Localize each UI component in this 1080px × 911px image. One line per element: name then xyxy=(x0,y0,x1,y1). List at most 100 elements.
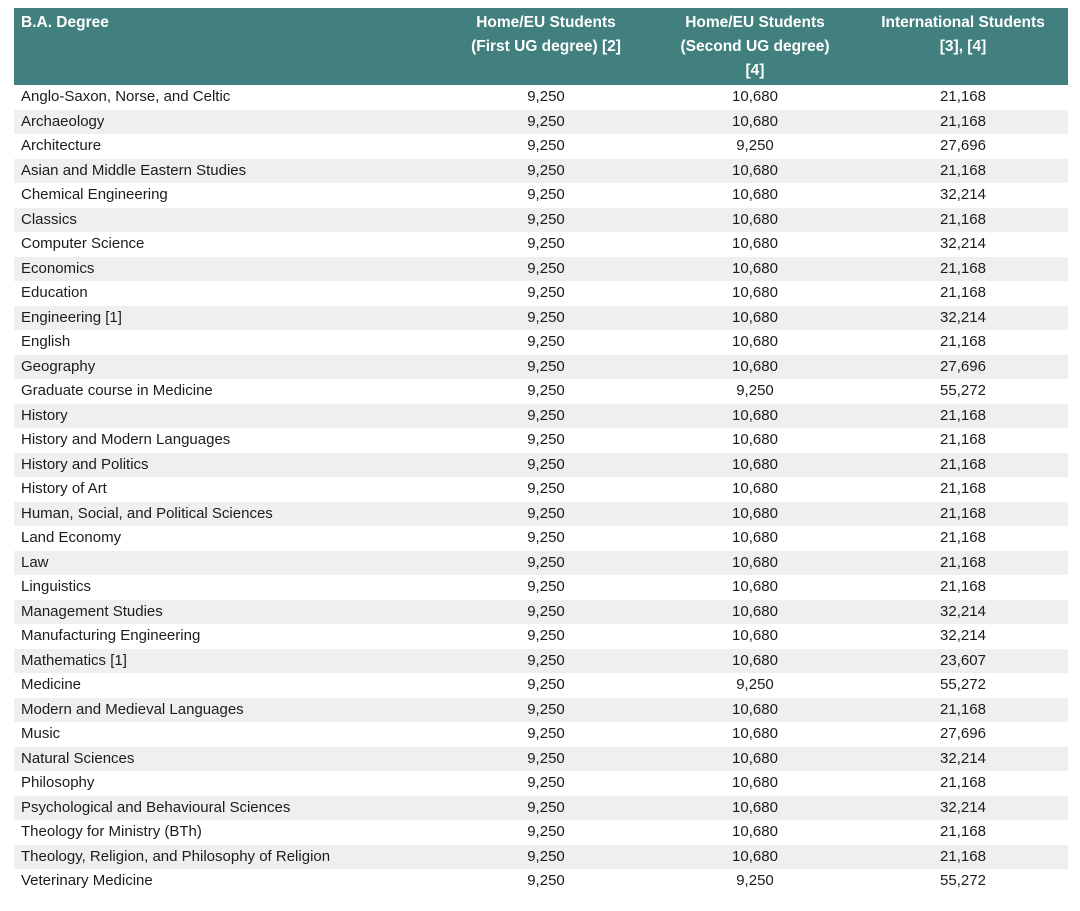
home-eu-second-fee-cell: 9,250 xyxy=(736,872,774,889)
home-eu-second-fee-cell: 10,680 xyxy=(732,700,778,718)
home-eu-first-fee-cell: 9,250 xyxy=(527,553,565,571)
degree-name-cell: Computer Science xyxy=(21,235,145,252)
international-fee-cell: 21,168 xyxy=(940,553,986,571)
table-row: Land Economy 9,250 10,680 21,168 xyxy=(14,526,1068,551)
home-eu-first-fee-cell: 9,250 xyxy=(527,88,565,105)
degree-name-cell: Classics xyxy=(21,210,77,228)
degree-name-cell: Veterinary Medicine xyxy=(21,872,153,889)
home-eu-first-fee-cell: 9,250 xyxy=(527,872,565,889)
degree-name-cell: Modern and Medieval Languages xyxy=(21,700,244,718)
home-eu-first-fee-cell: 9,250 xyxy=(527,823,565,840)
degree-name-cell: Medicine xyxy=(21,676,82,693)
degree-name-cell: Psychological and Behavioural Sciences xyxy=(21,798,291,816)
home-eu-first-fee-cell: 9,250 xyxy=(527,112,565,130)
home-eu-first-fee-cell: 9,250 xyxy=(527,602,565,620)
degree-name-cell: Natural Sciences xyxy=(21,749,135,767)
home-eu-second-fee-cell: 10,680 xyxy=(732,651,778,669)
column-header-home-eu-second: Home/EU Students (Second UG degree) [4] xyxy=(652,8,858,85)
table-row: Chemical Engineering 9,250 10,680 32,214 xyxy=(14,183,1068,208)
home-eu-first-fee-cell: 9,250 xyxy=(527,627,565,644)
degree-name-cell: Archaeology xyxy=(21,112,105,130)
home-eu-first-fee-cell: 9,250 xyxy=(527,357,565,375)
home-eu-first-fee-cell: 9,250 xyxy=(527,847,565,865)
home-eu-first-fee-cell: 9,250 xyxy=(527,774,565,791)
international-fee-cell: 21,168 xyxy=(940,455,986,473)
home-eu-first-fee-cell: 9,250 xyxy=(527,700,565,718)
table-row: Music 9,250 10,680 27,696 xyxy=(14,722,1068,747)
international-fee-cell: 21,168 xyxy=(940,431,986,448)
home-eu-second-fee-cell: 10,680 xyxy=(732,725,778,742)
home-eu-first-fee-cell: 9,250 xyxy=(527,186,565,203)
international-fee-cell: 27,696 xyxy=(940,137,986,154)
table-row: Economics 9,250 10,680 21,168 xyxy=(14,256,1068,281)
home-eu-second-fee-cell: 10,680 xyxy=(732,504,778,522)
home-eu-first-fee-cell: 9,250 xyxy=(527,137,565,154)
international-fee-cell: 32,214 xyxy=(940,627,986,644)
home-eu-second-fee-cell: 9,250 xyxy=(736,137,774,154)
degree-name-cell: Land Economy xyxy=(21,529,122,546)
home-eu-second-fee-cell: 10,680 xyxy=(732,431,778,448)
degree-name-cell: Manufacturing Engineering xyxy=(21,627,201,644)
degree-name-cell: Chemical Engineering xyxy=(21,186,168,203)
table-row: Education 9,250 10,680 21,168 xyxy=(14,281,1068,306)
table-row: Law 9,250 10,680 21,168 xyxy=(14,550,1068,575)
home-eu-second-fee-cell: 10,680 xyxy=(732,480,778,497)
international-fee-cell: 55,272 xyxy=(940,382,986,399)
home-eu-second-fee-cell: 10,680 xyxy=(732,553,778,571)
international-fee-cell: 27,696 xyxy=(940,357,986,375)
home-eu-second-fee-cell: 10,680 xyxy=(732,112,778,130)
degree-name-cell: History and Politics xyxy=(21,455,149,473)
table-row: Management Studies 9,250 10,680 32,214 xyxy=(14,599,1068,624)
home-eu-first-fee-cell: 9,250 xyxy=(527,406,565,424)
table-row: Geography 9,250 10,680 27,696 xyxy=(14,354,1068,379)
international-fee-cell: 21,168 xyxy=(940,88,986,105)
table-row: Architecture 9,250 9,250 27,696 xyxy=(14,134,1068,159)
home-eu-second-fee-cell: 10,680 xyxy=(732,823,778,840)
international-fee-cell: 21,168 xyxy=(940,823,986,840)
international-fee-cell: 21,168 xyxy=(940,504,986,522)
home-eu-first-fee-cell: 9,250 xyxy=(527,798,565,816)
fees-table-body: Anglo-Saxon, Norse, and Celtic 9,250 10,68… xyxy=(14,85,1068,894)
table-row: Asian and Middle Eastern Studies 9,250 10,… xyxy=(14,158,1068,183)
home-eu-first-fee-cell: 9,250 xyxy=(527,259,565,277)
international-fee-cell: 21,168 xyxy=(940,700,986,718)
international-fee-cell: 32,214 xyxy=(940,602,986,620)
international-fee-cell: 21,168 xyxy=(940,210,986,228)
table-row: Linguistics 9,250 10,680 21,168 xyxy=(14,575,1068,600)
table-row: Manufacturing Engineering 9,250 10,680 32,2… xyxy=(14,624,1068,649)
table-row: Philosophy 9,250 10,680 21,168 xyxy=(14,771,1068,796)
table-row: Graduate course in Medicine 9,250 9,250 55,… xyxy=(14,379,1068,404)
home-eu-second-fee-cell: 10,680 xyxy=(732,749,778,767)
home-eu-first-fee-cell: 9,250 xyxy=(527,284,565,301)
degree-name-cell: Linguistics xyxy=(21,578,92,595)
international-fee-cell: 21,168 xyxy=(940,284,986,301)
degree-name-cell: Theology for Ministry (BTh) xyxy=(21,823,202,840)
home-eu-first-fee-cell: 9,250 xyxy=(527,725,565,742)
table-row: Anglo-Saxon, Norse, and Celtic 9,250 10,68… xyxy=(14,85,1068,110)
table-row: Mathematics [1] 9,250 10,680 23,607 xyxy=(14,648,1068,673)
home-eu-second-fee-cell: 10,680 xyxy=(732,259,778,277)
home-eu-second-fee-cell: 10,680 xyxy=(732,357,778,375)
international-fee-cell: 21,168 xyxy=(940,578,986,595)
table-row: Computer Science 9,250 10,680 32,214 xyxy=(14,232,1068,257)
table-row: History of Art 9,250 10,680 21,168 xyxy=(14,477,1068,502)
international-fee-cell: 55,272 xyxy=(940,676,986,693)
home-eu-first-fee-cell: 9,250 xyxy=(527,161,565,179)
table-row: Theology, Religion, and Philosophy of Re… xyxy=(14,844,1068,869)
home-eu-second-fee-cell: 10,680 xyxy=(732,602,778,620)
international-fee-cell: 32,214 xyxy=(940,235,986,252)
degree-name-cell: Economics xyxy=(21,259,95,277)
column-header-ba-degree: B.A. Degree xyxy=(14,8,440,85)
international-fee-cell: 21,168 xyxy=(940,774,986,791)
degree-name-cell: Graduate course in Medicine xyxy=(21,382,213,399)
home-eu-first-fee-cell: 9,250 xyxy=(527,578,565,595)
table-row: Veterinary Medicine 9,250 9,250 55,272 xyxy=(14,869,1068,894)
degree-name-cell: Mathematics [1] xyxy=(21,651,127,669)
header-row: B.A. Degree Home/EU Students (First UG d… xyxy=(14,8,1068,85)
home-eu-second-fee-cell: 10,680 xyxy=(732,308,778,326)
degree-name-cell: Engineering [1] xyxy=(21,308,122,326)
degree-name-cell: Philosophy xyxy=(21,774,95,791)
degree-name-cell: Architecture xyxy=(21,137,102,154)
degree-name-cell: Education xyxy=(21,284,88,301)
degree-name-cell: Anglo-Saxon, Norse, and Celtic xyxy=(21,88,231,105)
